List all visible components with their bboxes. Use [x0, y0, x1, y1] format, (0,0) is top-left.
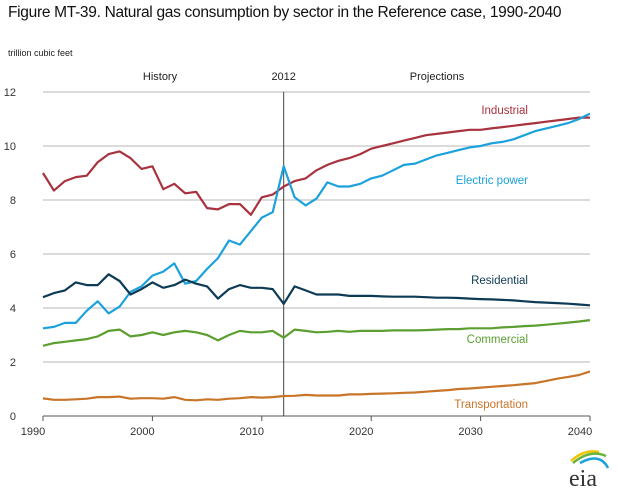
divider-year-label: 2012 — [271, 71, 295, 83]
series-label-industrial: Industrial — [481, 105, 528, 117]
series-line-industrial — [42, 116, 590, 216]
series-label-residential: Residential — [471, 275, 528, 287]
y-tick-label: 8 — [10, 195, 16, 207]
y-tick-label: 2 — [10, 357, 16, 369]
series-line-residential — [42, 273, 591, 307]
x-tick-label: 2040 — [568, 426, 592, 438]
y-tick-label: 4 — [10, 303, 16, 315]
chart-title: Figure MT-39. Natural gas consumption by… — [8, 4, 562, 21]
series-line-electric-power — [42, 112, 591, 330]
x-tick-label: 2030 — [458, 426, 482, 438]
y-tick-label: 10 — [4, 141, 16, 153]
eia-logo: eia — [569, 450, 610, 492]
y-tick-label: 0 — [10, 411, 16, 423]
projections-label: Projections — [410, 71, 465, 83]
y-tick-label: 12 — [4, 87, 16, 99]
series-label-commercial: Commercial — [467, 334, 528, 346]
y-tick-label: 6 — [10, 249, 16, 261]
series-line-transportation — [42, 370, 591, 402]
x-tick-label: 2000 — [130, 426, 154, 438]
series-line-commercial — [42, 319, 591, 347]
x-tick-label: 2010 — [240, 426, 264, 438]
x-tick-label: 1990 — [21, 426, 45, 438]
x-tick-label: 2020 — [349, 426, 373, 438]
series-label-transportation: Transportation — [454, 399, 528, 411]
y-axis-unit-label: trillion cubic feet — [8, 48, 73, 58]
series-label-electric-power: Electric power — [456, 175, 528, 187]
svg-text:eia: eia — [569, 466, 597, 492]
history-label: History — [143, 71, 178, 83]
